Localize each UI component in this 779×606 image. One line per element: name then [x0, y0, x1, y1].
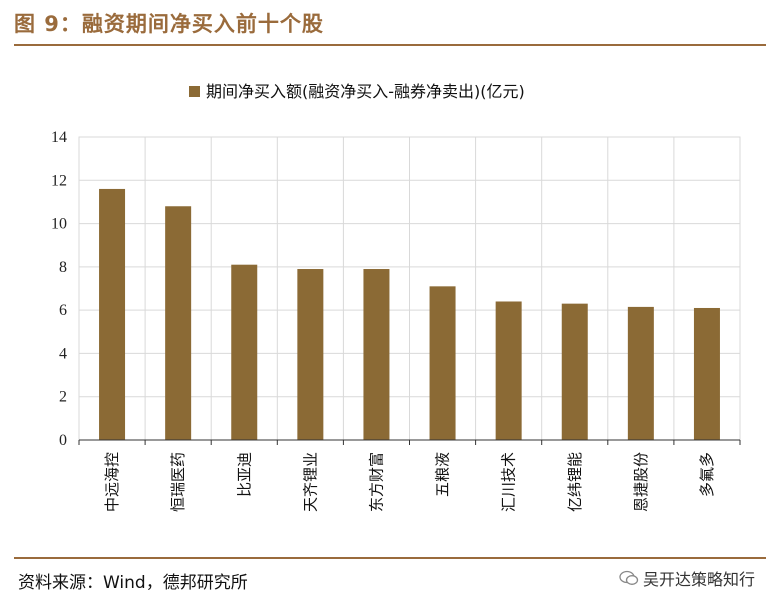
bar — [363, 269, 390, 440]
category-label: 多氟多 — [698, 452, 716, 497]
bar — [693, 307, 720, 440]
legend-label: 期间净买入额(融资净买入-融券净卖出)(亿元) — [206, 82, 525, 101]
bars — [99, 188, 720, 440]
title-rule — [14, 44, 766, 46]
bar — [99, 188, 126, 440]
y-tick-label: 0 — [59, 432, 67, 449]
y-tick-label: 8 — [59, 259, 67, 276]
source-rule — [14, 557, 766, 559]
figure-title: 图 9：融资期间净买入前十个股 — [14, 12, 324, 36]
y-tick-label: 14 — [51, 129, 67, 146]
source-note: 资料来源：Wind，德邦研究所 — [18, 573, 248, 593]
wechat-icon — [619, 570, 639, 585]
legend: 期间净买入额(融资净买入-融券净卖出)(亿元) — [189, 82, 525, 101]
y-tick-label: 4 — [59, 345, 67, 362]
x-axis-ticks — [78, 440, 741, 445]
category-label: 恩捷股份 — [632, 452, 650, 512]
y-tick-label: 10 — [51, 216, 67, 233]
bar — [429, 286, 456, 440]
y-tick-label: 2 — [59, 389, 67, 406]
bar — [165, 206, 192, 440]
category-label: 五粮液 — [434, 452, 452, 497]
category-label: 亿纬锂能 — [566, 452, 584, 512]
watermark-text: 吴开达策略知行 — [642, 570, 755, 589]
category-label: 比亚迪 — [235, 452, 253, 497]
bar — [561, 303, 588, 440]
bar — [231, 264, 258, 440]
bar — [627, 306, 654, 440]
category-label: 恒瑞医药 — [169, 452, 187, 512]
y-tick-label: 6 — [59, 302, 67, 319]
y-tick-label: 12 — [51, 172, 67, 189]
category-label: 东方财富 — [367, 452, 385, 512]
category-labels: 中远海控 恒瑞医药 比亚迪 天齐锂业 东方财富 五粮液 汇川技术 亿纬锂能 恩捷股份 多氟多 — [103, 452, 716, 512]
category-label: 天齐锂业 — [301, 452, 319, 512]
bar — [297, 269, 324, 440]
legend-swatch — [189, 86, 200, 97]
y-tick-labels: 0 2 4 6 8 10 12 14 — [51, 129, 67, 449]
category-label: 中远海控 — [103, 452, 121, 512]
category-label: 汇川技术 — [500, 452, 518, 512]
watermark: 吴开达策略知行 — [619, 566, 755, 590]
bar — [495, 301, 522, 440]
